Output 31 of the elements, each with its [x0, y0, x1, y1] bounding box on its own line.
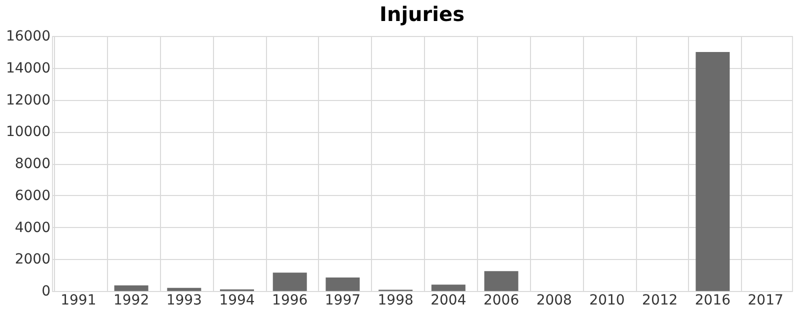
x-tick-label: 1994 [219, 292, 255, 308]
chart-title: Injuries [380, 2, 464, 26]
y-tick-label: 16000 [6, 28, 50, 44]
x-tick-label: 1997 [324, 292, 361, 308]
x-tick-label: 2008 [536, 292, 572, 308]
x-tick-label: 2016 [694, 292, 731, 308]
y-tick-label: 12000 [6, 92, 50, 108]
bar [272, 272, 307, 291]
y-tick-label: 6000 [14, 188, 50, 204]
y-tick-label: 4000 [14, 220, 50, 236]
y-tick-label: 10000 [6, 124, 50, 140]
y-tick-label: 8000 [14, 156, 50, 172]
y-tick-label: 0 [42, 284, 50, 300]
x-tick-label: 2017 [748, 292, 784, 308]
x-tick-label: 1996 [272, 292, 308, 308]
bar [114, 285, 148, 291]
x-tick-label: 2010 [589, 292, 625, 308]
bar [484, 271, 518, 291]
x-tick-label: 2012 [642, 292, 678, 308]
bar [326, 277, 360, 291]
x-tick-label: 2004 [430, 292, 466, 308]
y-tick-label: 14000 [6, 60, 50, 76]
x-tick-label: 1992 [113, 292, 150, 308]
x-tick-label: 1993 [166, 292, 202, 308]
bar [167, 288, 202, 291]
x-tick-label: 1991 [60, 292, 96, 308]
y-tick-label: 2000 [14, 252, 50, 268]
bar [431, 284, 466, 291]
bar [696, 52, 730, 291]
x-tick-label: 2006 [483, 292, 520, 308]
x-tick-label: 1998 [378, 292, 414, 308]
